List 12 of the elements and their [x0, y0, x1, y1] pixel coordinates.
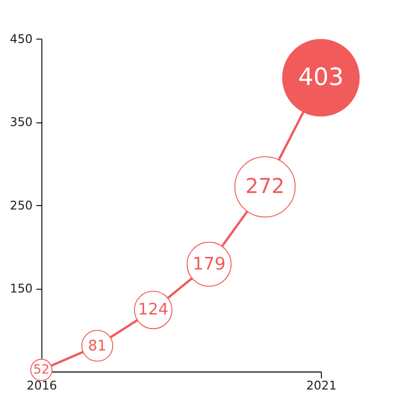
- x-tick-label: 2016: [26, 378, 58, 392]
- y-tick-label: 350: [10, 115, 33, 130]
- y-tick-label: 450: [10, 32, 33, 46]
- x-tick-label: 2021: [306, 378, 337, 392]
- data-label: 179: [192, 254, 226, 275]
- data-label: 52: [33, 362, 50, 377]
- y-tick-label: 150: [10, 281, 33, 296]
- data-label: 403: [298, 63, 344, 92]
- data-label: 272: [245, 174, 285, 198]
- data-label: 81: [88, 337, 107, 354]
- y-tick-label: 250: [10, 198, 33, 212]
- data-label: 124: [138, 300, 168, 319]
